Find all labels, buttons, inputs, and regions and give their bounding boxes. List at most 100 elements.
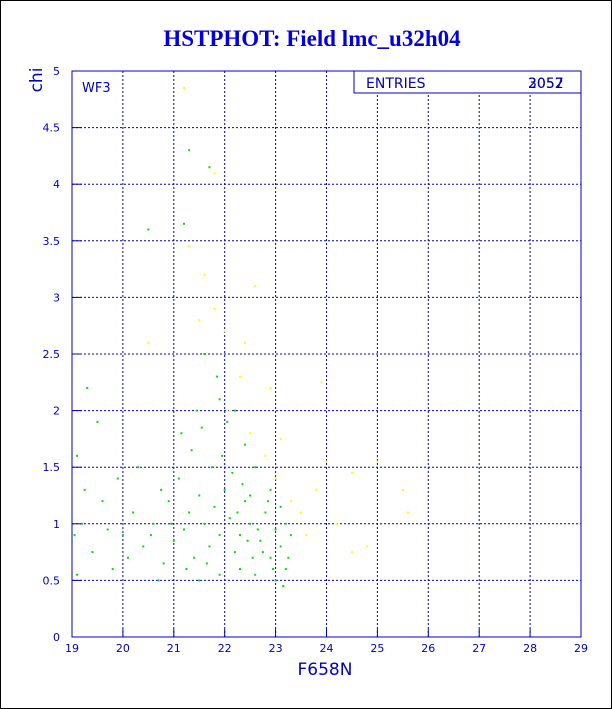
point [208,545,211,548]
point [350,471,353,474]
point [116,477,119,480]
point [231,471,234,474]
point [76,454,79,457]
point [152,522,155,525]
y-tick-label: 0 [53,631,60,644]
point [233,409,236,412]
panel-label: WF3 [82,81,111,96]
point [91,551,94,554]
point [376,460,379,463]
point [279,545,282,548]
point [259,539,262,542]
point [198,494,201,497]
x-tick-label: 22 [218,642,232,655]
point [249,432,252,435]
point [180,432,183,435]
point [261,551,264,554]
point [406,511,409,514]
plot-frame [71,70,582,638]
point [223,330,226,333]
y-tick-label: 4.5 [43,122,61,135]
point [177,477,180,480]
y-tick-label: 0.5 [43,574,61,587]
y-axis-label: chi [27,68,47,93]
point [121,534,124,537]
y-tick-label: 4 [53,178,60,191]
point [160,488,163,491]
point [305,534,308,537]
point [264,454,267,457]
point [233,551,236,554]
point [366,545,369,548]
point [266,500,269,503]
stats-box [353,70,582,94]
point [203,353,206,355]
point [142,545,145,548]
point [254,573,257,576]
point [228,517,231,520]
point [300,511,303,514]
point [101,500,104,503]
point [256,528,259,531]
point [182,86,185,89]
point [203,522,206,525]
stats-value: 3057 [528,76,564,92]
point [279,505,282,508]
y-tick-label: 5 [53,65,60,78]
point [76,573,79,576]
stats-label: ENTRIES [366,76,426,92]
x-tick-label: 27 [472,642,486,655]
chart-title: HSTPHOT: Field lmc_u32h04 [163,26,461,51]
point [126,556,129,559]
point [249,522,252,525]
point [195,409,198,412]
point [236,511,239,514]
point [182,222,185,225]
x-tick-label: 29 [574,642,588,655]
point [274,477,277,480]
point [269,488,272,491]
point [238,375,241,378]
y-tick-label: 3.5 [43,235,61,248]
point [205,562,208,565]
point [213,307,216,310]
point [213,505,216,508]
point [73,534,76,537]
point [86,386,89,389]
point [132,511,135,514]
point [315,488,318,491]
y-tick-label: 3 [53,291,60,304]
point [269,556,272,559]
point [223,488,226,491]
point [190,449,193,452]
point [216,375,219,378]
point [81,522,84,525]
point [226,420,229,423]
point [170,522,173,525]
stats-value: 2052 [528,76,564,92]
point [172,539,175,542]
point [269,386,272,389]
point [244,341,247,344]
x-tick-label: 26 [421,642,435,655]
point [254,285,257,288]
x-tick-label: 20 [116,642,130,655]
point [244,443,247,446]
point [282,585,285,588]
point [264,511,267,514]
point [249,494,252,497]
point [147,341,150,344]
point [137,466,140,469]
point [320,381,323,384]
point [218,534,221,537]
point [289,500,292,503]
point [182,528,185,531]
point [147,228,150,231]
point [83,488,86,491]
point [289,534,292,537]
point [238,568,241,571]
point [272,568,275,571]
point [287,556,290,559]
point [162,562,165,565]
